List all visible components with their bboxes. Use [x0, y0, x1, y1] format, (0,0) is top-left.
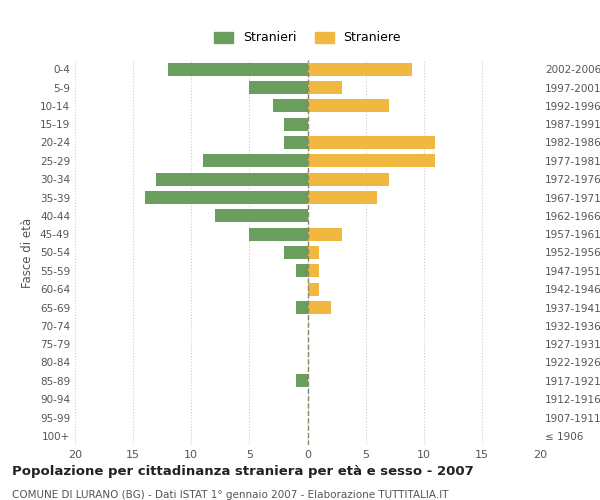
Bar — [168, 63, 308, 76]
Bar — [203, 154, 308, 167]
Bar — [308, 228, 343, 240]
Bar — [272, 100, 308, 112]
Text: Popolazione per cittadinanza straniera per età e sesso - 2007: Popolazione per cittadinanza straniera p… — [12, 465, 474, 478]
Bar — [308, 63, 412, 76]
Bar — [308, 173, 389, 186]
Legend: Stranieri, Straniere: Stranieri, Straniere — [210, 28, 405, 48]
Bar — [308, 154, 436, 167]
Bar — [284, 246, 308, 259]
Bar — [145, 191, 308, 204]
Bar — [308, 246, 319, 259]
Bar — [296, 374, 308, 387]
Bar — [284, 118, 308, 130]
Bar — [157, 173, 308, 186]
Bar — [308, 301, 331, 314]
Bar — [308, 283, 319, 296]
Bar — [284, 136, 308, 149]
Bar — [308, 191, 377, 204]
Bar — [308, 136, 436, 149]
Bar — [215, 210, 308, 222]
Bar — [250, 81, 308, 94]
Bar — [296, 301, 308, 314]
Bar — [296, 264, 308, 277]
Y-axis label: Fasce di età: Fasce di età — [22, 218, 34, 288]
Bar — [308, 81, 343, 94]
Text: COMUNE DI LURANO (BG) - Dati ISTAT 1° gennaio 2007 - Elaborazione TUTTITALIA.IT: COMUNE DI LURANO (BG) - Dati ISTAT 1° ge… — [12, 490, 449, 500]
Bar — [308, 264, 319, 277]
Bar — [250, 228, 308, 240]
Bar — [308, 100, 389, 112]
